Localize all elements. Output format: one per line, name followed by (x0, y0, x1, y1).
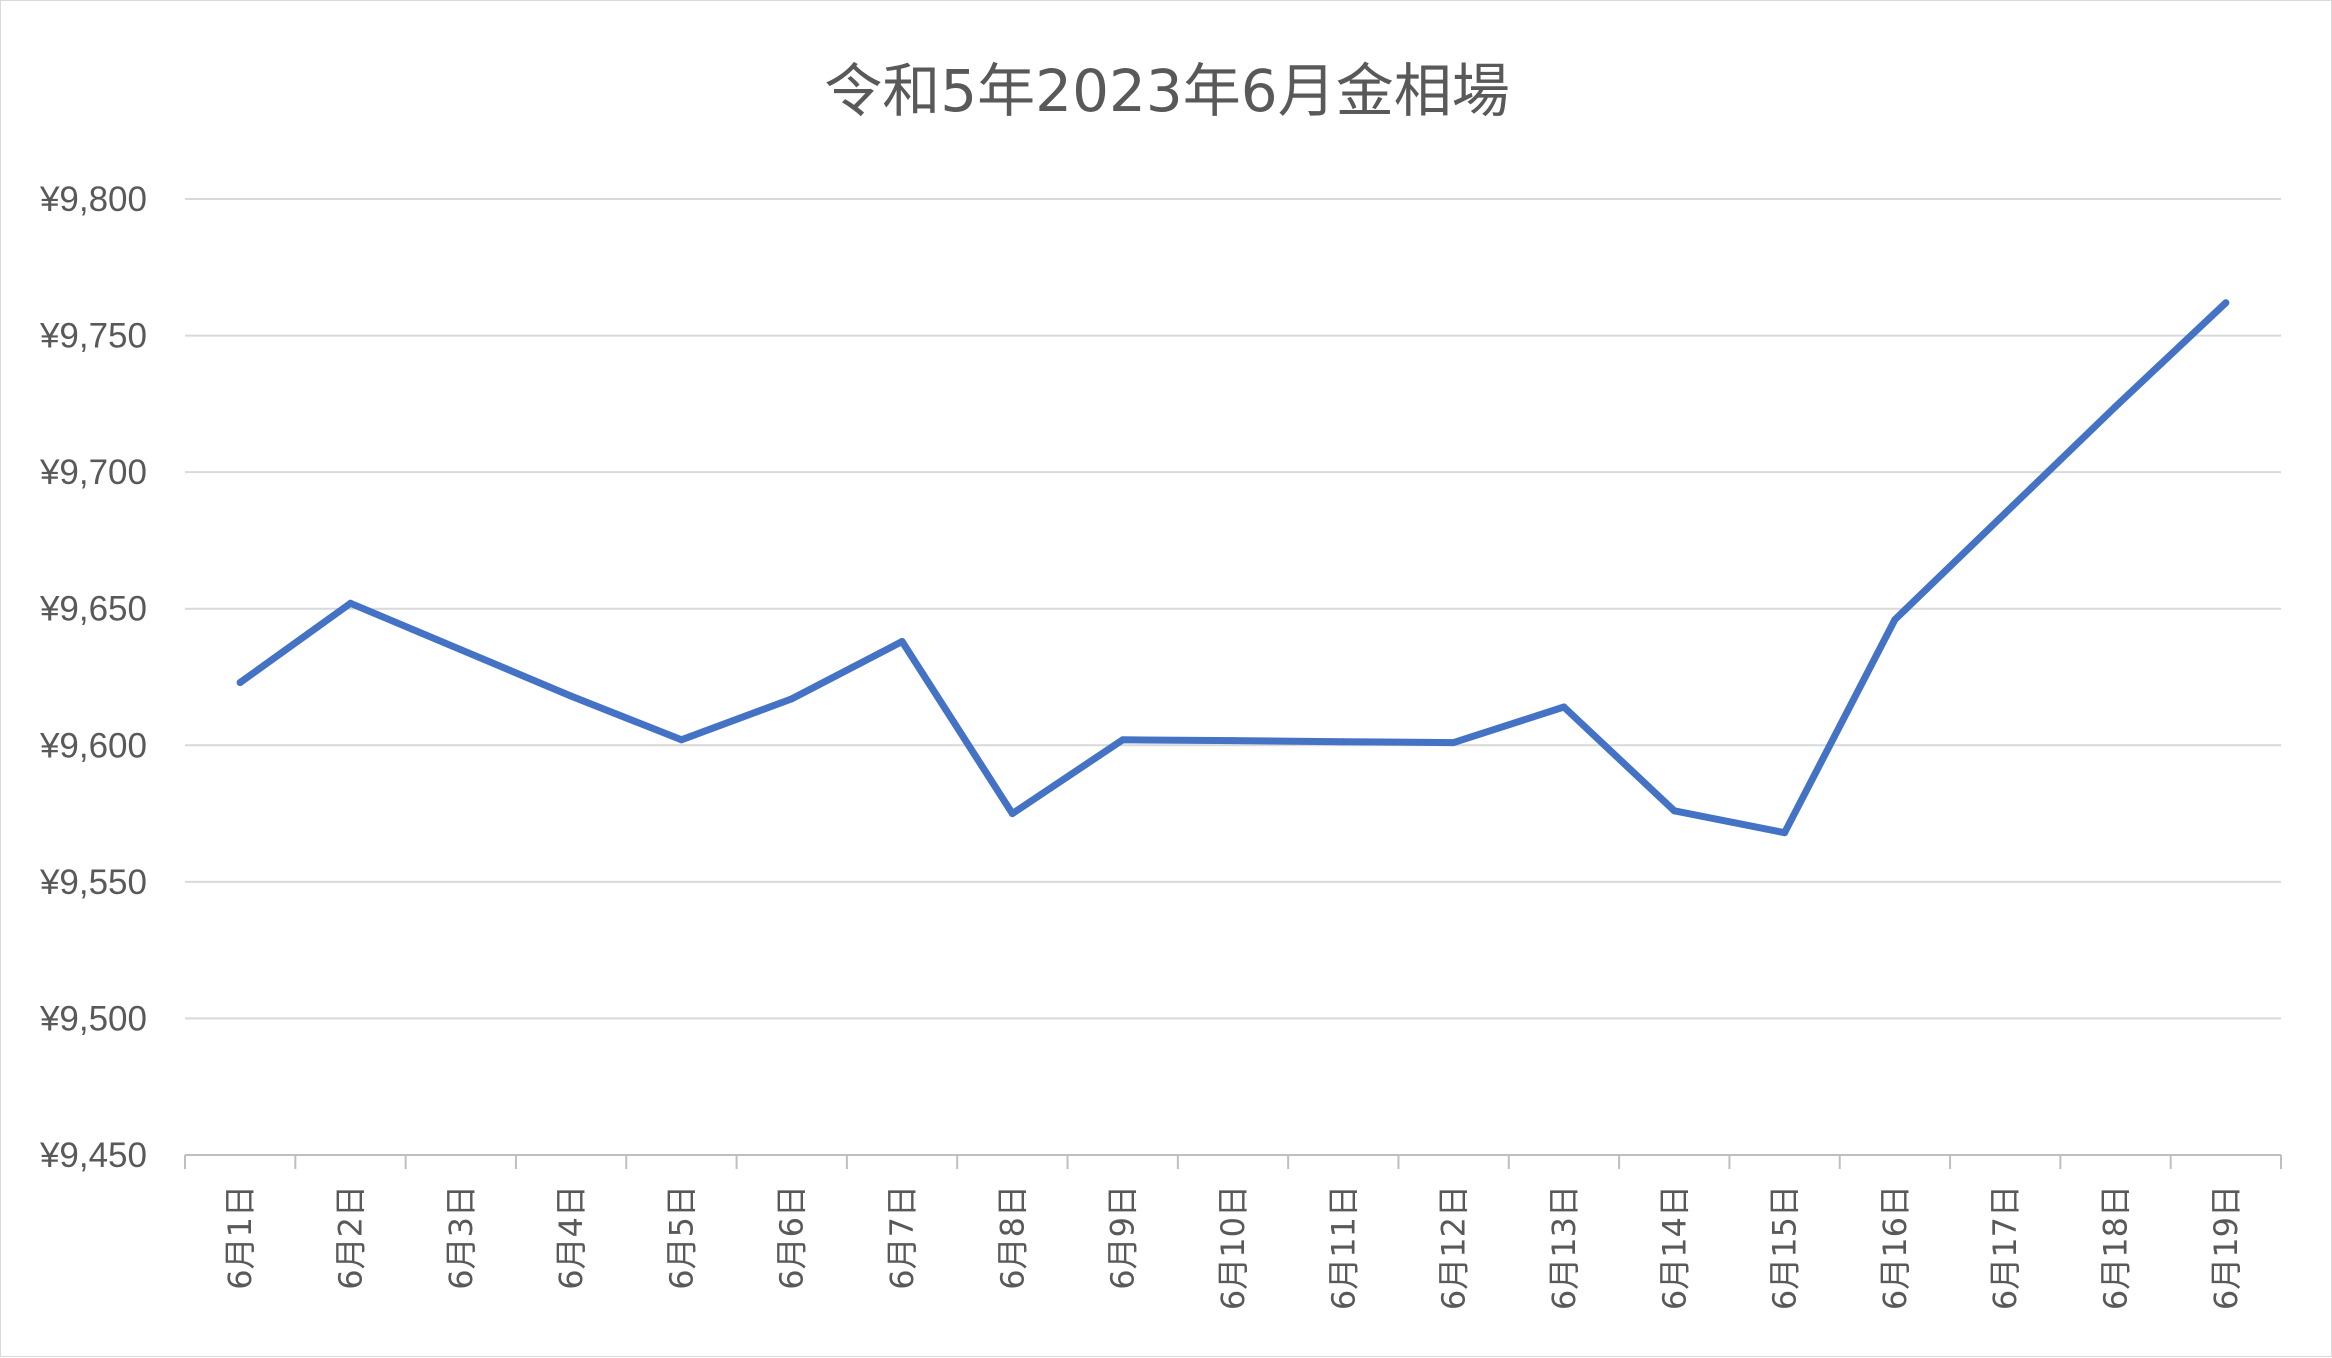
y-axis-tick-labels: ¥9,450 ¥9,500 ¥9,550 ¥9,600 ¥9,650 ¥9,700 ¥9,7… (39, 180, 147, 1175)
data-point (1229, 737, 1237, 745)
x-tick-label: 6月18日 (2097, 1185, 2135, 1310)
x-tick-label: 6月7日 (883, 1185, 921, 1290)
data-point (1781, 829, 1789, 837)
x-tick-label: 6月2日 (331, 1185, 369, 1290)
x-tick-label: 6月11日 (1324, 1185, 1362, 1310)
gridlines (185, 198, 2281, 1020)
y-tick-label: ¥9,700 (39, 453, 147, 492)
y-tick-label: ¥9,450 (39, 1136, 147, 1175)
data-point (1008, 810, 1016, 818)
x-tick-label: 6月15日 (1766, 1185, 1804, 1310)
data-point (898, 637, 906, 645)
y-tick-label: ¥9,500 (39, 999, 147, 1038)
y-tick-label: ¥9,550 (39, 863, 147, 902)
data-point (346, 599, 354, 607)
data-point (457, 646, 465, 654)
data-point (1670, 807, 1678, 815)
data-point (2222, 299, 2230, 307)
y-tick-label: ¥9,800 (39, 180, 147, 219)
data-point (2001, 509, 2009, 517)
x-tick-label: 6月1日 (221, 1185, 259, 1290)
x-axis (184, 1154, 2282, 1169)
x-tick-label: 6月12日 (1435, 1185, 1473, 1310)
data-point (1339, 738, 1347, 746)
x-tick-label: 6月16日 (1876, 1185, 1914, 1310)
x-tick-label: 6月17日 (1986, 1185, 2024, 1310)
x-tick-label: 6月5日 (662, 1185, 700, 1290)
data-point (236, 678, 244, 686)
x-tick-label: 6月10日 (1214, 1185, 1252, 1310)
data-point (1119, 736, 1127, 744)
x-tick-label: 6月9日 (1104, 1185, 1142, 1290)
data-point (788, 695, 796, 703)
x-tick-label: 6月19日 (2207, 1185, 2245, 1310)
y-tick-label: ¥9,600 (39, 726, 147, 765)
x-tick-label: 6月3日 (442, 1185, 480, 1290)
x-axis-tick-labels: 6月1日 6月2日 6月3日 6月4日 6月5日 6月6日 6月7日 6月8日 6月9日 6月10… (221, 1185, 2245, 1310)
x-tick-label: 6月8日 (993, 1185, 1031, 1290)
chart-title: 令和5年2023年6月金相場 (824, 57, 1509, 125)
data-point (677, 736, 685, 744)
y-tick-label: ¥9,650 (39, 590, 147, 629)
x-tick-label: 6月4日 (552, 1185, 590, 1290)
x-tick-label: 6月14日 (1655, 1185, 1693, 1310)
data-point (1560, 703, 1568, 711)
data-point (567, 692, 575, 700)
x-tick-label: 6月6日 (773, 1185, 811, 1290)
series-layer (236, 299, 2230, 837)
x-tick-label: 6月13日 (1545, 1185, 1583, 1310)
y-tick-label: ¥9,750 (39, 317, 147, 356)
data-point (2112, 403, 2120, 411)
data-point (1891, 616, 1899, 624)
series-line (236, 299, 2230, 837)
data-point (1450, 739, 1458, 747)
